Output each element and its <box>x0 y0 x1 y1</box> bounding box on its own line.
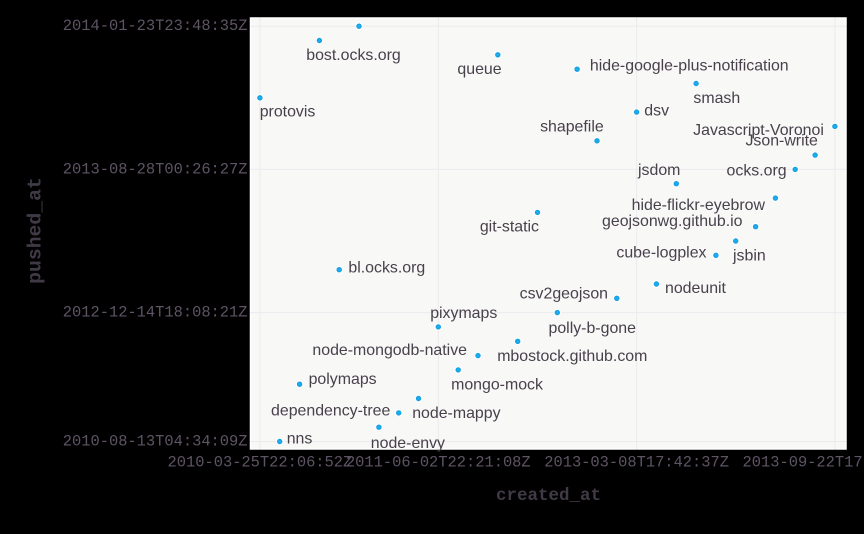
svg-text:2012-12-14T18:08:21Z: 2012-12-14T18:08:21Z <box>63 304 248 322</box>
svg-text:polymaps: polymaps <box>309 371 377 388</box>
svg-text:jsdom: jsdom <box>637 162 680 179</box>
svg-text:2013-03-08T17:42:37Z: 2013-03-08T17:42:37Z <box>544 454 729 472</box>
svg-text:2010-03-25T22:06:52Z: 2010-03-25T22:06:52Z <box>168 454 353 472</box>
svg-text:mongo-mock: mongo-mock <box>451 377 543 394</box>
svg-text:hide-google-plus-notification: hide-google-plus-notification <box>590 58 789 75</box>
svg-text:bost.ocks.org: bost.ocks.org <box>306 47 401 64</box>
svg-text:bl.ocks.org: bl.ocks.org <box>348 260 425 277</box>
svg-text:dsv: dsv <box>644 103 669 120</box>
svg-text:nns: nns <box>287 430 313 447</box>
svg-text:node-mappy: node-mappy <box>412 405 500 422</box>
svg-text:node-mongodb-native: node-mongodb-native <box>312 342 467 359</box>
svg-text:2013-09-22T17:28:48Z: 2013-09-22T17:28:48Z <box>743 454 864 472</box>
svg-text:Json-write: Json-write <box>745 133 818 150</box>
svg-text:smash: smash <box>693 90 740 107</box>
svg-text:node-envy: node-envy <box>371 435 445 452</box>
svg-text:cube-logplex: cube-logplex <box>616 245 706 262</box>
svg-text:shapefile: shapefile <box>540 118 604 135</box>
svg-text:created_at: created_at <box>496 486 601 506</box>
svg-text:2014-01-23T23:48:35Z: 2014-01-23T23:48:35Z <box>63 17 248 35</box>
svg-text:git-static: git-static <box>480 219 539 236</box>
svg-text:protovis: protovis <box>260 104 316 121</box>
svg-text:nodeunit: nodeunit <box>665 280 727 297</box>
svg-text:Javascript-Voronoi: Javascript-Voronoi <box>693 122 824 139</box>
svg-text:2013-08-28T00:26:27Z: 2013-08-28T00:26:27Z <box>63 160 248 178</box>
svg-text:geojsonwg.github.io: geojsonwg.github.io <box>602 213 743 230</box>
svg-text:mbostock.github.com: mbostock.github.com <box>497 348 647 365</box>
svg-text:pushed_at: pushed_at <box>25 177 47 284</box>
svg-text:queue: queue <box>457 61 501 78</box>
svg-text:csv2geojson: csv2geojson <box>520 286 608 303</box>
svg-text:pixymaps: pixymaps <box>430 305 497 322</box>
svg-text:dependency-tree: dependency-tree <box>271 402 390 419</box>
svg-text:jsbin: jsbin <box>732 248 766 265</box>
svg-text:polly-b-gone: polly-b-gone <box>549 320 637 337</box>
svg-text:hide-flickr-eyebrow: hide-flickr-eyebrow <box>632 197 766 214</box>
svg-text:2010-08-13T04:34:09Z: 2010-08-13T04:34:09Z <box>63 433 248 451</box>
svg-text:ocks.org: ocks.org <box>727 163 787 180</box>
svg-text:2011-06-02T22:21:08Z: 2011-06-02T22:21:08Z <box>346 454 531 472</box>
